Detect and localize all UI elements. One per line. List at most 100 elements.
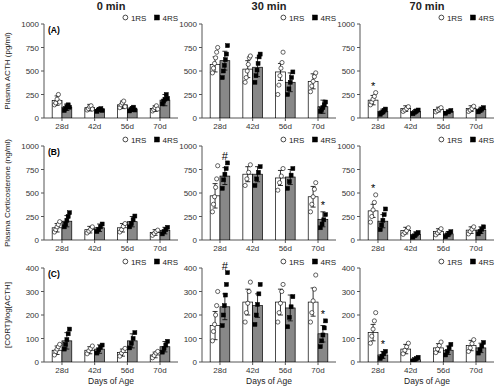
point [253, 80, 257, 84]
annotation: * [371, 182, 376, 194]
point [66, 215, 70, 219]
bar [466, 230, 476, 240]
point [322, 326, 326, 330]
x-tick [377, 240, 378, 243]
legend: 1RS 4RS [123, 136, 178, 145]
bar [368, 211, 378, 240]
y-tick-label: 0 [35, 114, 40, 123]
point [133, 331, 137, 335]
bar [285, 82, 295, 118]
x-tick [61, 240, 62, 243]
y-tick-label: 1000 [21, 20, 39, 29]
point [248, 54, 252, 58]
x-tick-label: 70d [153, 366, 166, 375]
point [320, 339, 324, 343]
point [211, 66, 215, 70]
point [123, 221, 127, 225]
legend-label: 1RS [131, 136, 147, 145]
annotation: # [222, 260, 229, 272]
point [64, 342, 68, 346]
x-tick-label: 70d [311, 366, 324, 375]
point [245, 69, 249, 73]
point [320, 222, 324, 226]
x-tick-label: 56d [437, 122, 450, 131]
bar [210, 64, 220, 118]
x-tick-label: 56d [279, 122, 292, 131]
x-tick-label: 28d [55, 244, 68, 253]
bar [368, 100, 378, 118]
error-bar [255, 294, 260, 318]
point [213, 185, 217, 189]
y-tick-label: 0 [35, 236, 40, 245]
panel: 010020030040028d42d56d70dDays of Age1RS4… [342, 258, 494, 386]
legend-label: 4RS [320, 14, 336, 23]
point [374, 311, 378, 315]
y-tick-label: 750 [26, 44, 40, 53]
point [281, 282, 285, 286]
point [164, 93, 168, 97]
plot-area [368, 91, 486, 118]
legend-label: 4RS [478, 258, 494, 267]
point [276, 320, 280, 324]
bar [118, 228, 128, 240]
annotation: * [381, 338, 386, 350]
legend-item: 4RS [154, 258, 178, 267]
y-axis [360, 268, 361, 362]
point [482, 225, 486, 229]
legend-item: 1RS [281, 258, 304, 267]
point [212, 322, 216, 326]
y-tick-label: 750 [184, 44, 198, 53]
y-tick-label: 400 [184, 264, 198, 273]
x-tick [285, 240, 286, 243]
bar [127, 341, 137, 362]
bar [253, 306, 263, 362]
point [213, 313, 217, 317]
legend: 1RS4RS [439, 14, 494, 23]
bar [434, 348, 444, 362]
legend-item: 1RS [439, 136, 462, 145]
bar [308, 81, 318, 118]
legend-item: 4RS [312, 14, 336, 23]
bar [220, 176, 230, 240]
legend-marker [154, 137, 159, 142]
point [281, 166, 285, 170]
point [256, 170, 260, 174]
point [256, 302, 260, 306]
point [368, 341, 372, 345]
x-tick [476, 362, 477, 365]
point [224, 52, 228, 56]
error-bar [320, 326, 325, 342]
error-bar [371, 324, 376, 340]
legend-marker [154, 259, 159, 264]
plot-area [52, 92, 170, 118]
x-tick [285, 362, 286, 365]
y-axis [44, 268, 45, 362]
bar [253, 174, 263, 240]
point [213, 56, 217, 60]
y-tick-label: 100 [184, 335, 198, 344]
legend-marker [123, 15, 128, 20]
point [277, 311, 281, 315]
point [276, 188, 280, 192]
y-tick-label: 500 [184, 67, 198, 76]
legend-item: 4RS [154, 136, 178, 145]
y-tick-label: 200 [184, 311, 198, 320]
point [160, 350, 164, 354]
legend-item: 1RS [123, 136, 146, 145]
point [222, 63, 226, 67]
point [322, 218, 326, 222]
point [286, 325, 290, 329]
point [216, 45, 220, 49]
point [324, 100, 328, 104]
legend-marker [312, 259, 317, 264]
y-tick-label: 300 [26, 288, 40, 297]
error-bar [278, 289, 283, 315]
legend-label: 4RS [478, 136, 494, 145]
y-tick-label: 0 [351, 358, 356, 367]
x-tick-label: 56d [437, 244, 450, 253]
bar [160, 347, 170, 362]
legend-item: 4RS [312, 258, 336, 267]
point [280, 289, 284, 293]
y-tick-label: 200 [342, 311, 356, 320]
bar [243, 174, 253, 240]
